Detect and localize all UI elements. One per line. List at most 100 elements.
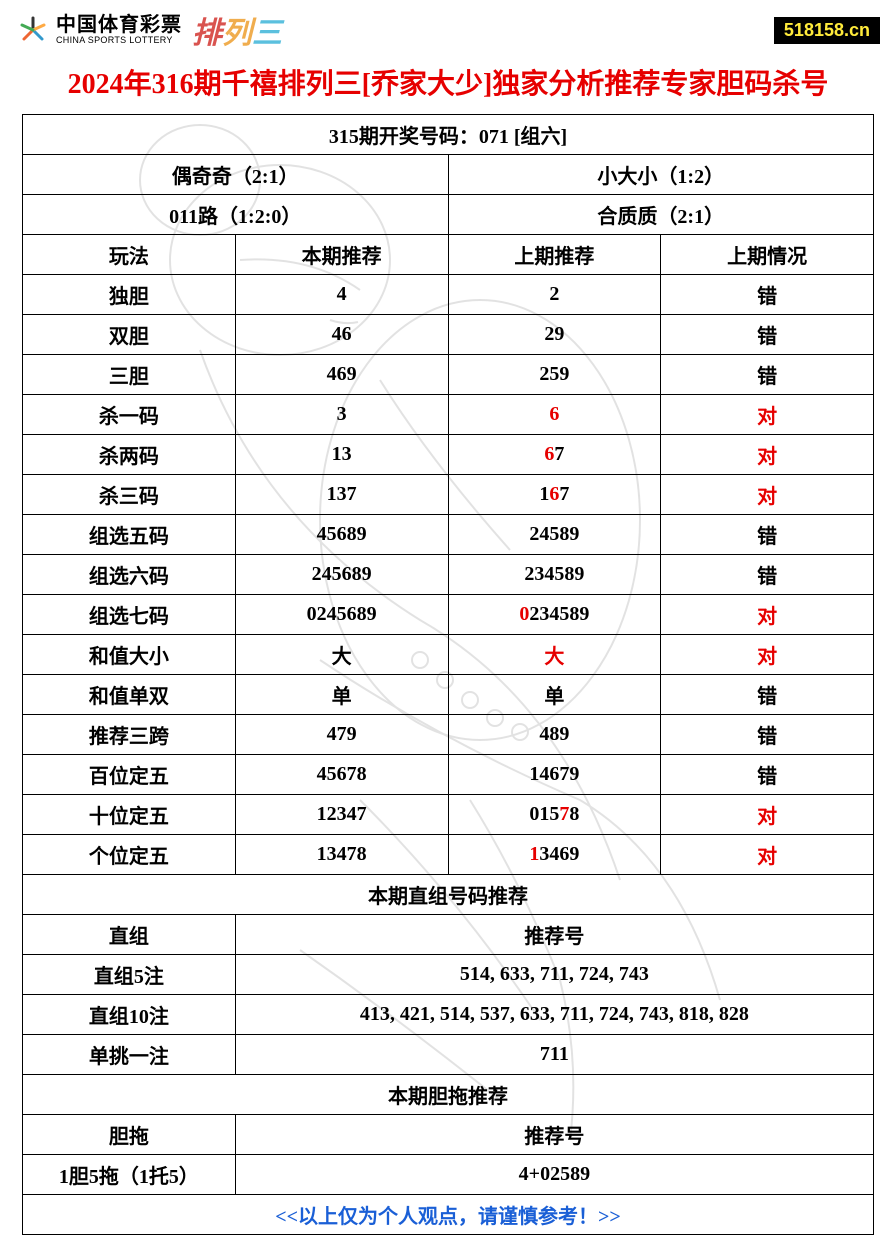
footer-note: <<以上仅为个人观点，请谨慎参考！>> <box>23 1195 874 1235</box>
play-name: 组选七码 <box>23 595 236 635</box>
dantuo-label-col: 胆拖 <box>23 1115 236 1155</box>
table-row: 组选七码02456890234589对 <box>23 595 874 635</box>
current-rec: 469 <box>235 355 448 395</box>
current-rec: 13 <box>235 435 448 475</box>
current-rec: 46 <box>235 315 448 355</box>
prev-result: 对 <box>661 795 874 835</box>
lottery-logo-icon <box>16 13 50 47</box>
logo-cn: 中国体育彩票 <box>56 15 182 36</box>
col-header: 本期推荐 <box>235 235 448 275</box>
table-row: 直组10注413, 421, 514, 537, 633, 711, 724, … <box>23 995 874 1035</box>
zhizu-label: 直组10注 <box>23 995 236 1035</box>
play-name: 十位定五 <box>23 795 236 835</box>
play-name: 独胆 <box>23 275 236 315</box>
table-row: 推荐三跨479489错 <box>23 715 874 755</box>
play-name: 双胆 <box>23 315 236 355</box>
table-row: 和值单双单单错 <box>23 675 874 715</box>
prev-rec: 01578 <box>448 795 661 835</box>
brand-text: 排 列 三 <box>192 8 282 52</box>
current-rec: 4 <box>235 275 448 315</box>
play-name: 杀一码 <box>23 395 236 435</box>
play-name: 组选五码 <box>23 515 236 555</box>
table-row: 直组5注514, 633, 711, 724, 743 <box>23 955 874 995</box>
dantuo-rec-col: 推荐号 <box>235 1115 873 1155</box>
current-rec: 45689 <box>235 515 448 555</box>
current-rec: 245689 <box>235 555 448 595</box>
section-header: 本期直组号码推荐 <box>23 875 874 915</box>
table-row: 杀三码137167对 <box>23 475 874 515</box>
current-rec: 137 <box>235 475 448 515</box>
prev-result: 对 <box>661 835 874 875</box>
current-rec: 3 <box>235 395 448 435</box>
table-row: 和值大小大大对 <box>23 635 874 675</box>
section-header: 本期胆拖推荐 <box>23 1075 874 1115</box>
summary-cell: 011路（1:2:0） <box>23 195 449 235</box>
table-row: 个位定五1347813469对 <box>23 835 874 875</box>
prev-rec: 13469 <box>448 835 661 875</box>
prev-rec: 29 <box>448 315 661 355</box>
prev-rec: 489 <box>448 715 661 755</box>
analysis-table: 315期开奖号码：071 [组六] 偶奇奇（2:1） 小大小（1:2） 011路… <box>22 114 874 1235</box>
draw-header: 315期开奖号码：071 [组六] <box>23 115 874 155</box>
play-name: 组选六码 <box>23 555 236 595</box>
prev-result: 错 <box>661 675 874 715</box>
prev-result: 错 <box>661 755 874 795</box>
prev-result: 对 <box>661 395 874 435</box>
logo-area: 中国体育彩票 CHINA SPORTS LOTTERY 排 列 三 <box>16 8 282 52</box>
table-row: 1胆5拖（1托5）4+02589 <box>23 1155 874 1195</box>
prev-rec: 2 <box>448 275 661 315</box>
page-title: 2024年316期千禧排列三[乔家大少]独家分析推荐专家胆码杀号 <box>0 56 896 114</box>
prev-rec: 167 <box>448 475 661 515</box>
table-row: 组选六码245689234589错 <box>23 555 874 595</box>
summary-cell: 偶奇奇（2:1） <box>23 155 449 195</box>
site-badge: 518158.cn <box>774 17 880 44</box>
prev-result: 错 <box>661 275 874 315</box>
current-rec: 0245689 <box>235 595 448 635</box>
col-header: 玩法 <box>23 235 236 275</box>
summary-cell: 小大小（1:2） <box>448 155 874 195</box>
prev-result: 错 <box>661 355 874 395</box>
play-name: 和值大小 <box>23 635 236 675</box>
summary-cell: 合质质（2:1） <box>448 195 874 235</box>
play-name: 三胆 <box>23 355 236 395</box>
prev-result: 对 <box>661 475 874 515</box>
prev-result: 错 <box>661 315 874 355</box>
prev-rec: 67 <box>448 435 661 475</box>
table-row: 十位定五1234701578对 <box>23 795 874 835</box>
header: 中国体育彩票 CHINA SPORTS LOTTERY 排 列 三 518158… <box>0 0 896 56</box>
prev-result: 错 <box>661 515 874 555</box>
play-name: 杀两码 <box>23 435 236 475</box>
col-header: 上期情况 <box>661 235 874 275</box>
prev-rec: 6 <box>448 395 661 435</box>
prev-result: 对 <box>661 435 874 475</box>
table-row: 双胆4629错 <box>23 315 874 355</box>
prev-result: 对 <box>661 595 874 635</box>
col-header: 上期推荐 <box>448 235 661 275</box>
logo-text: 中国体育彩票 CHINA SPORTS LOTTERY <box>56 15 182 45</box>
table-row: 组选五码4568924589错 <box>23 515 874 555</box>
prev-result: 错 <box>661 555 874 595</box>
current-rec: 479 <box>235 715 448 755</box>
prev-rec: 14679 <box>448 755 661 795</box>
current-rec: 单 <box>235 675 448 715</box>
table-wrapper: 315期开奖号码：071 [组六] 偶奇奇（2:1） 小大小（1:2） 011路… <box>0 114 896 1235</box>
prev-rec: 0234589 <box>448 595 661 635</box>
table-row: 百位定五4567814679错 <box>23 755 874 795</box>
prev-result: 对 <box>661 635 874 675</box>
dantuo-label: 1胆5拖（1托5） <box>23 1155 236 1195</box>
play-name: 和值单双 <box>23 675 236 715</box>
prev-result: 错 <box>661 715 874 755</box>
prev-rec: 大 <box>448 635 661 675</box>
table-row: 独胆42错 <box>23 275 874 315</box>
zhizu-rec-col: 推荐号 <box>235 915 873 955</box>
zhizu-label-col: 直组 <box>23 915 236 955</box>
current-rec: 45678 <box>235 755 448 795</box>
dantuo-value: 4+02589 <box>235 1155 873 1195</box>
current-rec: 12347 <box>235 795 448 835</box>
table-row: 单挑一注711 <box>23 1035 874 1075</box>
zhizu-label: 单挑一注 <box>23 1035 236 1075</box>
play-name: 推荐三跨 <box>23 715 236 755</box>
zhizu-value: 514, 633, 711, 724, 743 <box>235 955 873 995</box>
zhizu-value: 711 <box>235 1035 873 1075</box>
prev-rec: 单 <box>448 675 661 715</box>
